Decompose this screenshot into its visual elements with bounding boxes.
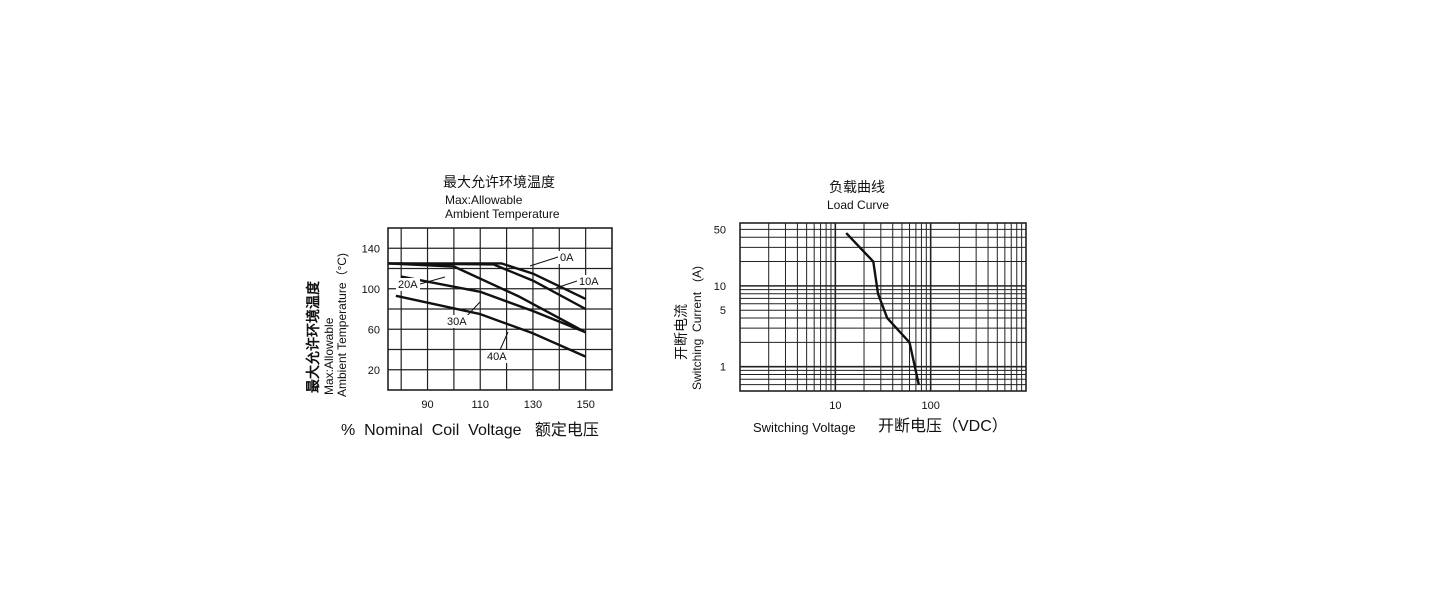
chart1-curve-30a	[400, 275, 587, 334]
chart2-title-cn: 负载曲线	[829, 179, 885, 195]
chart1-curve-40a	[395, 294, 587, 358]
chart1-ylabel-en-2: Ambient Temperature（°C)	[335, 253, 349, 397]
chart1-xtick-label: 150	[576, 399, 594, 411]
chart2-ylabel-cn: 开断电流	[673, 304, 689, 360]
chart2-frame	[739, 222, 1027, 392]
chart2-grid	[739, 222, 1027, 392]
chart1-xtick-label: 90	[421, 399, 433, 411]
chart1-label-bg	[558, 251, 582, 264]
chart1-series: 0A 10A 20A 30A 40A	[387, 251, 601, 363]
chart1-frame	[387, 227, 613, 391]
chart1-ylabel-en-1: Max:Allowable	[322, 317, 336, 395]
chart2-ylabel-en: Switching Current (A)	[690, 266, 704, 390]
chart2-tick-labels: 10 100 1 5 10 50	[714, 224, 940, 412]
chart1-tick-labels: 90 110 130 150 20 60 100 140	[362, 243, 595, 411]
chart2-ytick-label: 50	[714, 224, 726, 236]
chart2-xlabel-en: Switching Voltage	[753, 420, 856, 435]
chart1-label-bg	[445, 315, 469, 328]
chart1-ylabel-cn: 最大允许环境温度	[305, 280, 321, 393]
chart1-series-label: 40A	[487, 351, 507, 363]
chart1-xlabel: % Nominal Coil Voltage 额定电压	[341, 421, 599, 439]
chart1-xtick-label: 110	[471, 399, 489, 411]
chart2-load-curve	[845, 232, 920, 385]
ambient-temperature-chart: 最大允许环境温度 Max:Allowable Ambient Temperatu…	[305, 174, 613, 439]
chart1-ytick-label: 140	[362, 243, 380, 255]
chart2-title-en: Load Curve	[827, 198, 889, 212]
chart1-leader-line	[499, 331, 509, 351]
chart1-leader-line	[555, 280, 578, 289]
chart1-label-bg	[577, 275, 601, 288]
chart1-ytick-label: 60	[368, 324, 380, 336]
chart2-ytick-label: 5	[720, 305, 726, 317]
chart1-curve-20a	[387, 262, 587, 334]
chart1-series-label: 20A	[398, 279, 418, 291]
chart1-series-label: 0A	[560, 252, 574, 264]
chart2-xtick-label: 10	[829, 400, 841, 412]
chart2-ytick-label: 1	[720, 362, 726, 374]
chart1-label-bg	[485, 350, 509, 363]
chart2-xlabel-cn: 开断电压（VDC）	[878, 417, 1008, 435]
chart2-xtick-label: 100	[921, 400, 939, 412]
chart1-label-bg	[396, 278, 420, 291]
chart1-series-label: 10A	[579, 276, 599, 288]
chart2-ytick-label: 10	[714, 281, 726, 293]
chart2-series	[845, 232, 920, 385]
chart1-xtick-label: 130	[524, 399, 542, 411]
load-curve-chart: 负载曲线 Load Curve 10 100 1 5 10 50 开断电流 Switchi…	[673, 179, 1027, 435]
chart1-series-label: 30A	[447, 316, 467, 328]
chart1-ytick-label: 20	[368, 365, 380, 377]
chart1-leader-line	[419, 276, 446, 285]
chart1-title-en-1: Max:Allowable	[445, 193, 523, 207]
chart1-title-cn: 最大允许环境温度	[443, 174, 555, 190]
chart1-leader-line	[529, 256, 559, 267]
chart1-curve-10a	[387, 262, 587, 311]
chart1-ytick-label: 100	[362, 284, 380, 296]
chart1-title-en-2: Ambient Temperature	[445, 207, 560, 221]
